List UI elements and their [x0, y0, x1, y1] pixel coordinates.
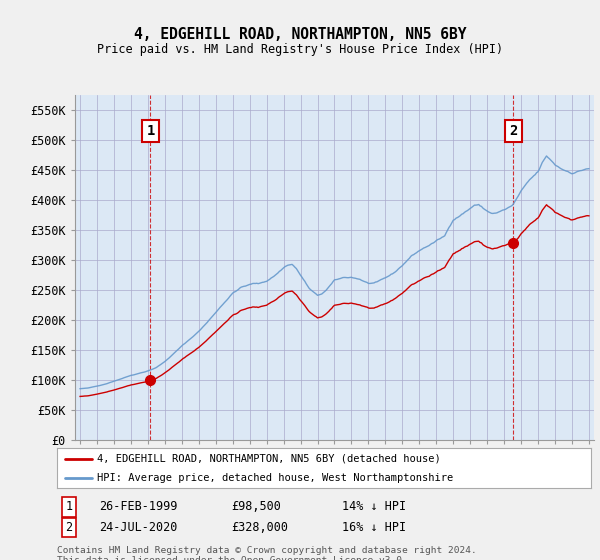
Text: Price paid vs. HM Land Registry's House Price Index (HPI): Price paid vs. HM Land Registry's House … — [97, 43, 503, 55]
Text: 2: 2 — [65, 521, 73, 534]
Text: Contains HM Land Registry data © Crown copyright and database right 2024.
This d: Contains HM Land Registry data © Crown c… — [57, 546, 477, 560]
Text: 24-JUL-2020: 24-JUL-2020 — [99, 521, 178, 534]
Text: £328,000: £328,000 — [231, 521, 288, 534]
Text: 14% ↓ HPI: 14% ↓ HPI — [342, 500, 406, 514]
Text: £98,500: £98,500 — [231, 500, 281, 514]
Text: 4, EDGEHILL ROAD, NORTHAMPTON, NN5 6BY (detached house): 4, EDGEHILL ROAD, NORTHAMPTON, NN5 6BY (… — [97, 454, 441, 464]
Text: 1: 1 — [146, 124, 155, 138]
Text: 26-FEB-1999: 26-FEB-1999 — [99, 500, 178, 514]
Text: 2: 2 — [509, 124, 518, 138]
Text: 1: 1 — [65, 500, 73, 514]
Text: HPI: Average price, detached house, West Northamptonshire: HPI: Average price, detached house, West… — [97, 473, 454, 483]
Text: 4, EDGEHILL ROAD, NORTHAMPTON, NN5 6BY: 4, EDGEHILL ROAD, NORTHAMPTON, NN5 6BY — [134, 27, 466, 42]
Text: 16% ↓ HPI: 16% ↓ HPI — [342, 521, 406, 534]
